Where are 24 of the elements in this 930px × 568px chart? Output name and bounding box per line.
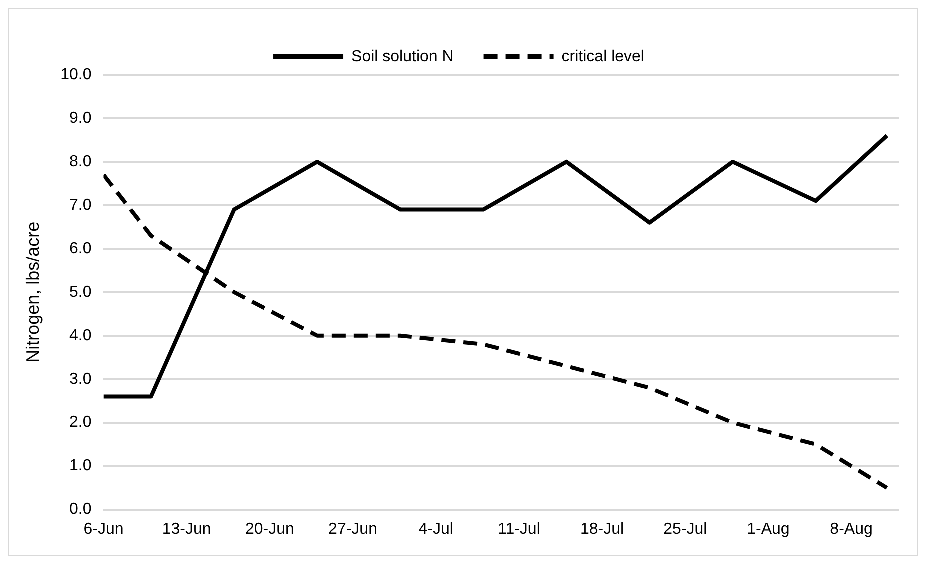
y-tick-label: 10.0 (60, 66, 92, 84)
x-tick-label: 20-Jun (245, 520, 294, 538)
x-tick-label: 13-Jun (162, 520, 212, 538)
y-tick-label: 8.0 (69, 153, 92, 170)
x-tick-label: 6-Jun (84, 520, 124, 538)
x-tick-label: 4-Jul (418, 520, 454, 538)
y-tick-label: 5.0 (69, 284, 92, 301)
y-tick-label: 3.0 (69, 370, 92, 388)
y-tick-label: 0.0 (69, 501, 92, 518)
y-tick-label: 7.0 (69, 196, 92, 214)
legend-label: Soil solution N (352, 48, 454, 66)
x-tick-label: 8-Aug (830, 520, 873, 538)
y-tick-label: 4.0 (69, 327, 92, 344)
legend-label: critical level (562, 48, 644, 66)
y-tick-label: 2.0 (69, 414, 92, 432)
x-tick-label: 11-Jul (498, 520, 540, 538)
y-tick-label: 1.0 (69, 458, 92, 475)
x-tick-label: 18-Jul (580, 520, 624, 538)
x-tick-label: 1-Aug (747, 520, 790, 538)
x-tick-label: 27-Jun (328, 520, 378, 538)
y-tick-label: 6.0 (69, 240, 92, 258)
y-tick-label: 9.0 (69, 110, 92, 127)
y-axis-title: Nitrogen, lbs/acre (22, 222, 43, 363)
x-tick-label: 25-Jul (664, 520, 708, 538)
